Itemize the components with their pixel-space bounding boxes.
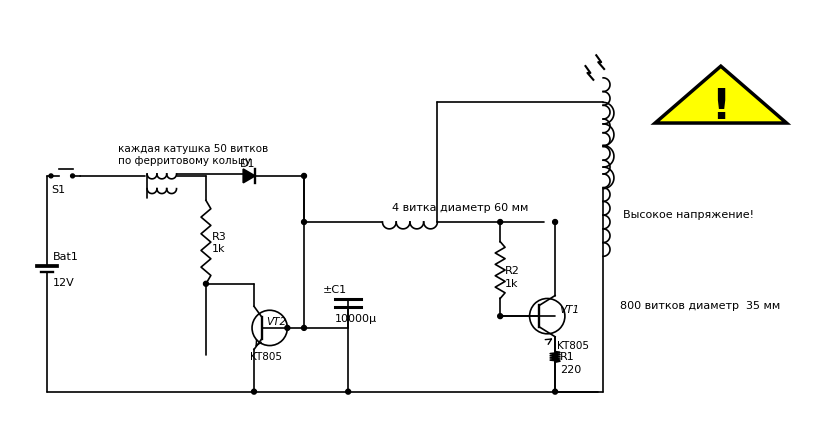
Circle shape xyxy=(301,326,306,330)
Circle shape xyxy=(301,174,306,179)
Circle shape xyxy=(498,314,502,319)
Text: VT1: VT1 xyxy=(559,305,579,315)
Polygon shape xyxy=(655,66,787,123)
Text: Высокое напряжение!: Высокое напряжение! xyxy=(623,210,754,220)
Text: VT2: VT2 xyxy=(266,317,286,327)
Text: S1: S1 xyxy=(51,185,65,194)
Text: 4 витка диаметр 60 мм: 4 витка диаметр 60 мм xyxy=(392,203,529,213)
Text: R3: R3 xyxy=(212,232,226,242)
Text: R2: R2 xyxy=(505,266,520,276)
Text: по ферритовому кольцу: по ферритовому кольцу xyxy=(118,156,251,166)
Circle shape xyxy=(301,220,306,225)
Text: KT805: KT805 xyxy=(250,352,282,362)
Text: 12V: 12V xyxy=(53,278,74,288)
Circle shape xyxy=(498,220,502,225)
Text: KT805: KT805 xyxy=(557,341,589,350)
Text: !: ! xyxy=(712,86,730,128)
Circle shape xyxy=(552,220,557,225)
Text: 1k: 1k xyxy=(505,279,519,289)
Text: 800 витков диаметр  35 мм: 800 витков диаметр 35 мм xyxy=(620,301,780,311)
Circle shape xyxy=(285,326,290,330)
Text: 10000μ: 10000μ xyxy=(334,314,377,324)
Text: D1: D1 xyxy=(239,159,255,169)
Text: Bat1: Bat1 xyxy=(53,253,78,262)
Text: ±C1: ±C1 xyxy=(323,285,346,295)
Text: 220: 220 xyxy=(560,365,581,375)
Circle shape xyxy=(346,389,350,394)
Circle shape xyxy=(70,174,74,178)
Circle shape xyxy=(49,174,53,178)
Polygon shape xyxy=(243,169,255,183)
Text: каждая катушка 50 витков: каждая катушка 50 витков xyxy=(118,144,268,155)
Circle shape xyxy=(252,389,257,394)
Circle shape xyxy=(552,389,557,394)
Text: 1k: 1k xyxy=(212,245,225,254)
Text: R1: R1 xyxy=(560,352,574,362)
Circle shape xyxy=(203,281,208,286)
